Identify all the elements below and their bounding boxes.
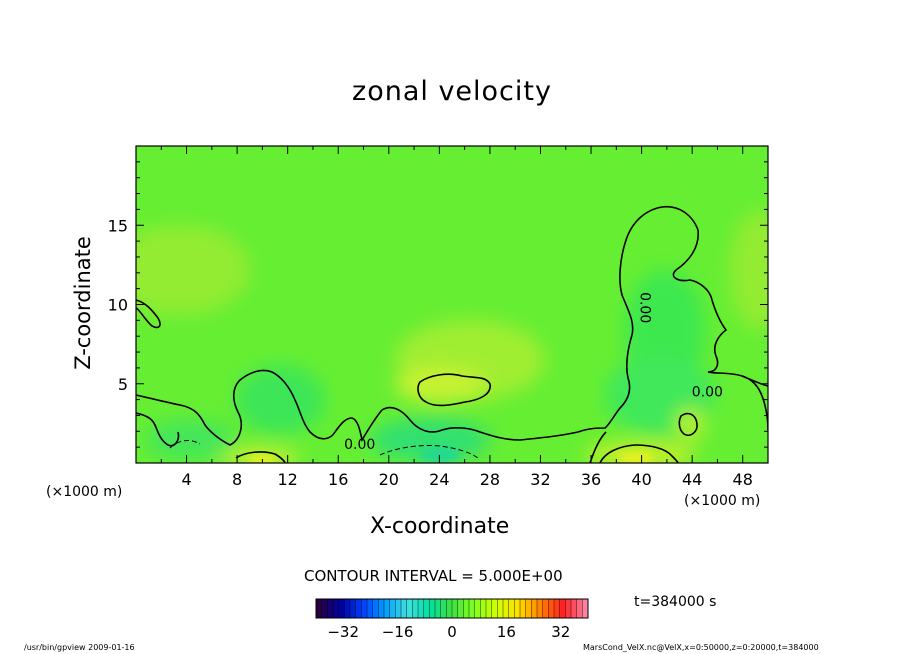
colorbar-cell [520,599,527,618]
time-label: t=384000 s [634,594,717,610]
x-tick-label: 20 [379,470,399,489]
x-tick-label: 24 [429,470,449,489]
colorbar-cell [395,599,402,618]
colorbar-cell [429,599,436,618]
x-tick-label: 40 [631,470,651,489]
colorbar-cell [361,599,368,618]
footer-program-date: /usr/bin/gpview 2009-01-16 [24,643,135,652]
colorbar-cell [327,599,334,618]
colorbar-cell [372,599,379,618]
colorbar-cell [508,599,515,618]
colorbar-tick-label: 0 [447,623,457,641]
colorbar-cell [446,599,453,618]
y-tick-label: 5 [118,375,128,394]
colorbar-cell [452,599,459,618]
footer-source: MarsCond_VelX.nc@VelX,x=0:50000,z=0:2000… [583,643,819,652]
contour-label: 0.00 [344,437,375,453]
colorbar-cell [576,599,583,618]
y-axis-label: Z-coordinate [71,236,95,370]
colorbar-cell [474,599,481,618]
y-tick-label: 10 [108,296,128,315]
colorbar-cell [333,599,340,618]
colorbar-cell [542,599,549,618]
colorbar-cell [480,599,487,618]
colorbar-cell [486,599,493,618]
colorbar-cell [565,599,572,618]
colorbar-cell [384,599,391,618]
colorbar-cell [514,599,521,618]
colorbar-cell [554,599,561,618]
colorbar-cell [378,599,385,618]
colorbar-cell [316,599,323,618]
chart-title: zonal velocity [352,76,552,107]
colorbar-cell [338,599,345,618]
x-axis-unit-left: (×1000 m) [46,484,123,500]
colorbar-cell [401,599,408,618]
contour-label: 0.00 [692,385,723,401]
x-tick-label: 12 [278,470,298,489]
colorbar-tick-label: 16 [497,623,516,641]
colorbar-cell [531,599,538,618]
colorbar-cell [440,599,447,618]
colorbar-tick-label: 32 [551,623,570,641]
colorbar-cell [423,599,430,618]
colorbar-cell [355,599,362,618]
colorbar-cell [491,599,498,618]
colorbar-cell [389,599,396,618]
colorbar-cell [463,599,470,618]
colorbar-tick-label: −16 [382,623,414,641]
colorbar-frame [315,598,589,619]
colorbar-tick-label: −32 [327,623,359,641]
colorbar-cell [418,599,425,618]
colorbar-cell [497,599,504,618]
x-tick-label: 48 [733,470,753,489]
colorbar-cell [344,599,351,618]
colorbar: −32 −16 0 16 32 [315,598,589,641]
x-tick-label: 44 [682,470,702,489]
colorbar-cell [548,599,555,618]
x-tick-label: 32 [530,470,550,489]
x-tick-label: 16 [328,470,348,489]
velocity-field [136,146,768,463]
y-tick-label: 15 [108,216,128,235]
contour-interval-label: CONTOUR INTERVAL = 5.000E+00 [304,567,563,585]
colorbar-cell [367,599,374,618]
colorbar-cell [503,599,510,618]
contour-lines [136,205,768,463]
x-tick-label: 4 [181,470,191,489]
x-tick-label: 28 [480,470,500,489]
colorbar-cell [571,599,578,618]
colorbar-cell [412,599,419,618]
colorbar-cell [457,599,464,618]
colorbar-cell [350,599,357,618]
x-tick-label: 36 [581,470,601,489]
colorbar-cell [537,599,544,618]
colorbar-cell [582,599,589,618]
x-axis-unit-right: (×1000 m) [684,493,761,509]
colorbar-cell [321,599,328,618]
x-axis-label: X-coordinate [370,514,510,539]
colorbar-cell [525,599,532,618]
colorbar-cell [559,599,566,618]
contour-label: 0.00 [636,292,652,323]
x-tick-label: 8 [232,470,242,489]
colorbar-cell [435,599,442,618]
colorbar-cell [406,599,413,618]
colorbar-cell [469,599,476,618]
